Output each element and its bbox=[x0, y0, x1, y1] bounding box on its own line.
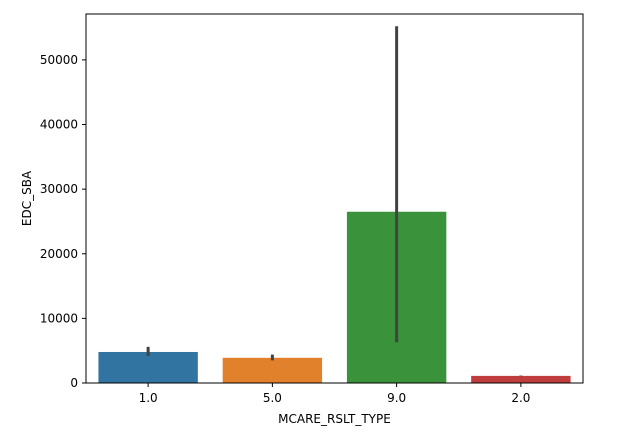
x-tick-label: 1.0 bbox=[139, 391, 158, 405]
y-axis: 0 10000 20000 30000 40000 50000 bbox=[40, 53, 86, 390]
x-tick-label: 5.0 bbox=[263, 391, 282, 405]
y-tick-label: 20000 bbox=[40, 247, 78, 261]
bar-1-0 bbox=[98, 351, 198, 383]
bars-group bbox=[98, 211, 571, 383]
y-axis-label: EDC_SBA bbox=[20, 170, 34, 226]
y-tick-label: 10000 bbox=[40, 311, 78, 325]
y-tick-label: 30000 bbox=[40, 182, 78, 196]
x-tick-label: 2.0 bbox=[511, 391, 530, 405]
x-axis: 1.0 5.0 9.0 2.0 bbox=[139, 383, 530, 405]
y-tick-label: 0 bbox=[70, 376, 78, 390]
y-tick-label: 40000 bbox=[40, 118, 78, 132]
error-bars-group bbox=[146, 26, 523, 377]
plot-frame bbox=[85, 13, 584, 384]
x-axis-label: MCARE_RSLT_TYPE bbox=[278, 412, 391, 426]
bar-2-0 bbox=[471, 375, 571, 383]
bar-5-0 bbox=[222, 357, 323, 383]
x-tick-label: 9.0 bbox=[387, 391, 406, 405]
y-tick-label: 50000 bbox=[40, 53, 78, 67]
